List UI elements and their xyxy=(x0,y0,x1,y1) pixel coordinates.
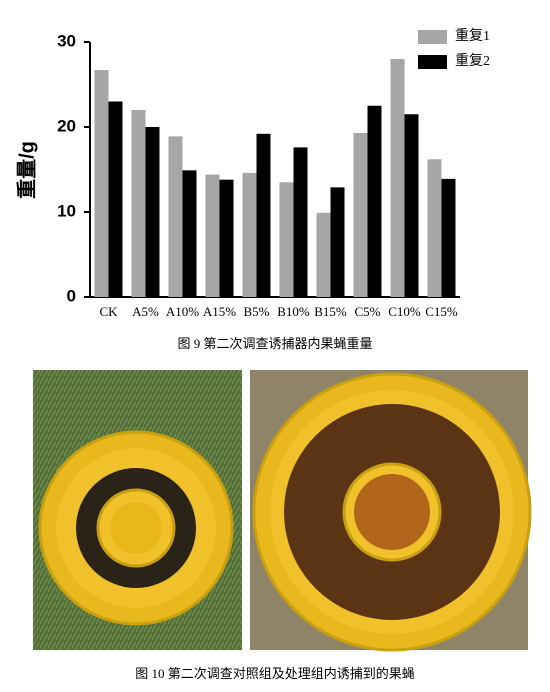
y-axis-label: 重量/g xyxy=(15,141,38,199)
bar xyxy=(404,114,419,297)
y-tick-label: 10 xyxy=(57,201,76,220)
bar xyxy=(427,159,442,297)
bar xyxy=(353,132,368,297)
x-tick-label: A10% xyxy=(166,304,199,319)
x-tick-label: A5% xyxy=(132,304,159,319)
bar xyxy=(279,182,294,297)
bar xyxy=(205,174,220,297)
y-tick-label: 30 xyxy=(57,31,76,50)
figure-caption: 图 9 第二次调查诱捕器内果蝇重量 xyxy=(177,336,372,351)
bar xyxy=(131,110,146,297)
x-tick-label: C10% xyxy=(388,304,421,319)
bar xyxy=(108,101,123,297)
x-tick-label: B5% xyxy=(244,304,270,319)
bar xyxy=(367,105,382,297)
x-tick-label: B15% xyxy=(314,304,347,319)
legend-swatch xyxy=(418,55,447,69)
y-tick-label: 0 xyxy=(67,286,76,305)
legend-swatch xyxy=(418,30,447,44)
bar xyxy=(316,212,331,297)
legend-label: 重复2 xyxy=(455,52,490,69)
figure-caption: 图 10 第二次调查对照组及处理组内诱捕到的果蝇 xyxy=(135,666,415,681)
x-tick-label: C5% xyxy=(355,304,381,319)
bar xyxy=(242,172,257,297)
bar xyxy=(145,127,160,297)
bar xyxy=(256,133,271,297)
bar xyxy=(182,170,197,297)
x-tick-label: B10% xyxy=(277,304,310,319)
bar xyxy=(330,187,345,297)
bar xyxy=(293,147,308,297)
bar xyxy=(219,179,234,297)
photo-control xyxy=(33,370,242,650)
bar xyxy=(390,59,405,297)
x-tick-label: C15% xyxy=(425,304,458,319)
bar xyxy=(168,136,183,297)
y-tick-label: 20 xyxy=(57,116,76,135)
photo-treatment xyxy=(250,370,532,652)
legend-label: 重复1 xyxy=(455,27,490,44)
x-tick-label: CK xyxy=(99,304,118,319)
bar xyxy=(94,70,109,297)
bar xyxy=(441,178,456,297)
x-tick-label: A15% xyxy=(203,304,236,319)
